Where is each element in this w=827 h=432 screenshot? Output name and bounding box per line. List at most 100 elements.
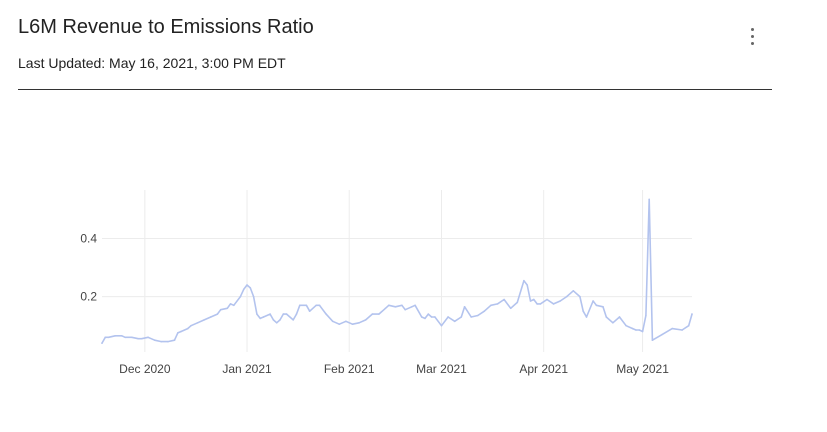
data-point (305, 304, 308, 307)
data-point (503, 298, 505, 301)
data-point (460, 316, 463, 318)
data-point (233, 304, 235, 307)
data-point (532, 298, 535, 301)
data-point (216, 313, 219, 315)
data-point (252, 295, 255, 298)
data-point (153, 339, 156, 341)
data-point (470, 316, 472, 318)
series-group (101, 198, 693, 344)
data-point (345, 320, 347, 323)
data-point (635, 329, 637, 331)
y-gridlines (102, 238, 692, 298)
data-point (645, 314, 647, 317)
data-point (295, 313, 298, 315)
data-point (612, 321, 614, 324)
data-point (259, 317, 262, 320)
data-point (249, 287, 252, 289)
data-point (292, 319, 294, 321)
y-axis-ticks: 0.2 0.4 (80, 232, 97, 304)
data-point (318, 304, 321, 307)
menu-dot (750, 42, 754, 45)
data-point (638, 329, 641, 331)
data-point (160, 340, 163, 343)
data-point (648, 198, 650, 201)
data-point (401, 304, 403, 307)
data-point (641, 330, 644, 333)
data-point (661, 333, 664, 336)
data-point (331, 320, 334, 323)
data-point (101, 342, 103, 344)
page-title: L6M Revenue to Emissions Ratio (18, 16, 314, 38)
data-point (262, 316, 265, 318)
data-point (275, 321, 278, 324)
data-point (411, 305, 413, 308)
y-tick-label: 0.4 (80, 232, 97, 246)
data-point (631, 327, 634, 330)
data-point (246, 284, 248, 286)
data-point (585, 316, 588, 318)
data-point (420, 316, 423, 318)
header-divider (18, 89, 772, 90)
data-point (351, 323, 354, 326)
data-point (120, 335, 123, 337)
data-point (427, 313, 430, 315)
menu-dot (750, 35, 754, 38)
x-gridlines (144, 190, 644, 352)
data-point (272, 319, 275, 321)
data-point (256, 313, 258, 315)
x-tick-label: Feb 2021 (324, 362, 375, 376)
data-point (285, 313, 288, 315)
data-point (209, 316, 212, 318)
data-point (671, 327, 674, 330)
data-point (496, 303, 499, 305)
data-point (651, 339, 654, 341)
data-point (196, 321, 199, 324)
data-point (137, 337, 140, 340)
data-point (226, 307, 229, 310)
data-point (242, 288, 245, 291)
data-point (476, 314, 479, 317)
data-point (582, 310, 585, 312)
data-point (364, 319, 367, 321)
x-tick-label: Dec 2020 (119, 362, 171, 376)
data-point (434, 316, 436, 318)
menu-dot (750, 28, 754, 31)
data-point (384, 307, 387, 310)
data-point (124, 336, 126, 339)
data-point (186, 327, 189, 330)
data-point (605, 316, 608, 318)
data-point (509, 307, 512, 310)
data-point (529, 300, 532, 302)
data-point (523, 279, 525, 282)
data-point (282, 313, 285, 315)
data-point (177, 332, 179, 334)
data-point (167, 340, 169, 343)
data-point (219, 308, 222, 311)
data-point (625, 324, 627, 327)
data-point (463, 305, 466, 308)
x-tick-label: Mar 2021 (416, 362, 467, 376)
data-point (539, 303, 542, 305)
data-point (173, 339, 176, 341)
data-point (546, 298, 548, 301)
data-point (325, 313, 327, 315)
x-axis-ticks: Dec 2020 Jan 2021 Feb 2021 Mar 2021 Apr 2021… (119, 362, 669, 376)
data-point (387, 304, 390, 307)
kebab-menu-icon[interactable] (741, 26, 763, 48)
data-point (579, 295, 581, 298)
data-point (618, 316, 621, 318)
data-point (371, 313, 374, 315)
data-point (552, 303, 555, 305)
data-point (298, 304, 301, 307)
data-point (453, 320, 456, 323)
data-point (430, 316, 433, 318)
y-tick-label: 0.2 (80, 290, 97, 304)
x-tick-label: Apr 2021 (519, 362, 568, 376)
data-point (140, 337, 143, 340)
data-point (440, 324, 443, 327)
data-point (114, 335, 116, 337)
x-tick-label: Jan 2021 (222, 362, 272, 376)
data-point (404, 308, 407, 311)
data-point (691, 313, 693, 315)
data-point (308, 310, 311, 312)
